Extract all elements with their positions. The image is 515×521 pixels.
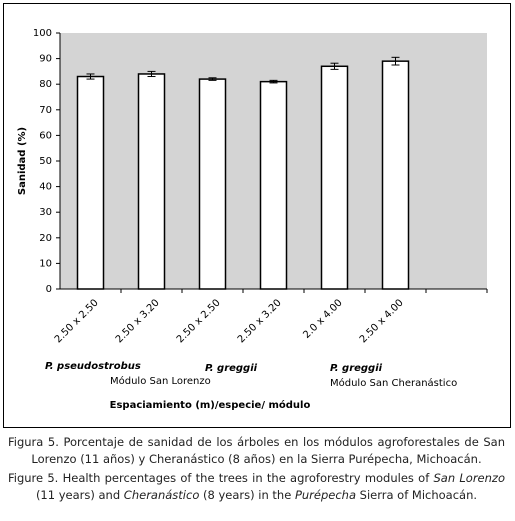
error-bar (330, 62, 339, 70)
annotation: Módulo San Lorenzo (110, 375, 211, 387)
bar (76, 75, 105, 290)
caption-segment: Sierra of Michoacán. (356, 488, 478, 502)
caption-es: Figura 5. Porcentaje de sanidad de los á… (8, 435, 505, 466)
annotation: Módulo San Cheranástico (330, 377, 457, 389)
annotation: P. pseudostrobus (45, 361, 141, 372)
error-bar (391, 56, 400, 66)
caption-segment: Figure 5. Health percentages of the tree… (8, 471, 434, 485)
error-bar (86, 73, 95, 80)
y-tick-label: 60 (39, 130, 52, 141)
bar (381, 60, 410, 290)
y-tick-label: 90 (39, 54, 52, 65)
caption-segment: Cheranástico (123, 488, 200, 502)
error-bar (208, 77, 217, 81)
caption-segment: (8 years) in the (199, 488, 295, 502)
caption-segment: San Lorenzo (433, 471, 506, 485)
caption: Figura 5. Porcentaje de sanidad de los á… (8, 434, 505, 506)
bar (259, 80, 288, 290)
y-tick-label: 100 (33, 28, 52, 39)
y-tick-label: 0 (46, 284, 52, 295)
y-axis-label: Sanidad (%) (17, 127, 28, 195)
bar (320, 65, 349, 290)
x-axis-label: Espaciamiento (m)/especie/ módulo (110, 399, 311, 411)
error-bar (147, 70, 156, 78)
y-tick-label: 40 (39, 182, 52, 193)
y-tick-label: 50 (39, 156, 52, 167)
y-tick-label: 80 (39, 79, 52, 90)
chart: Sanidad (%) Espaciamiento (m)/especie/ m… (3, 3, 511, 428)
caption-segment: (11 years) and (35, 488, 124, 502)
y-tick-label: 30 (39, 207, 52, 218)
bar (137, 73, 166, 290)
bar (198, 78, 227, 290)
y-tick-label: 10 (39, 258, 52, 269)
caption-segment: Purépecha (294, 488, 356, 502)
error-bar (269, 79, 278, 84)
y-tick-label: 20 (39, 233, 52, 244)
caption-en: Figure 5. Health percentages of the tree… (8, 470, 505, 504)
y-tick-label: 70 (39, 105, 52, 116)
annotation: P. greggii (205, 363, 258, 374)
annotation: P. greggii (330, 363, 383, 374)
